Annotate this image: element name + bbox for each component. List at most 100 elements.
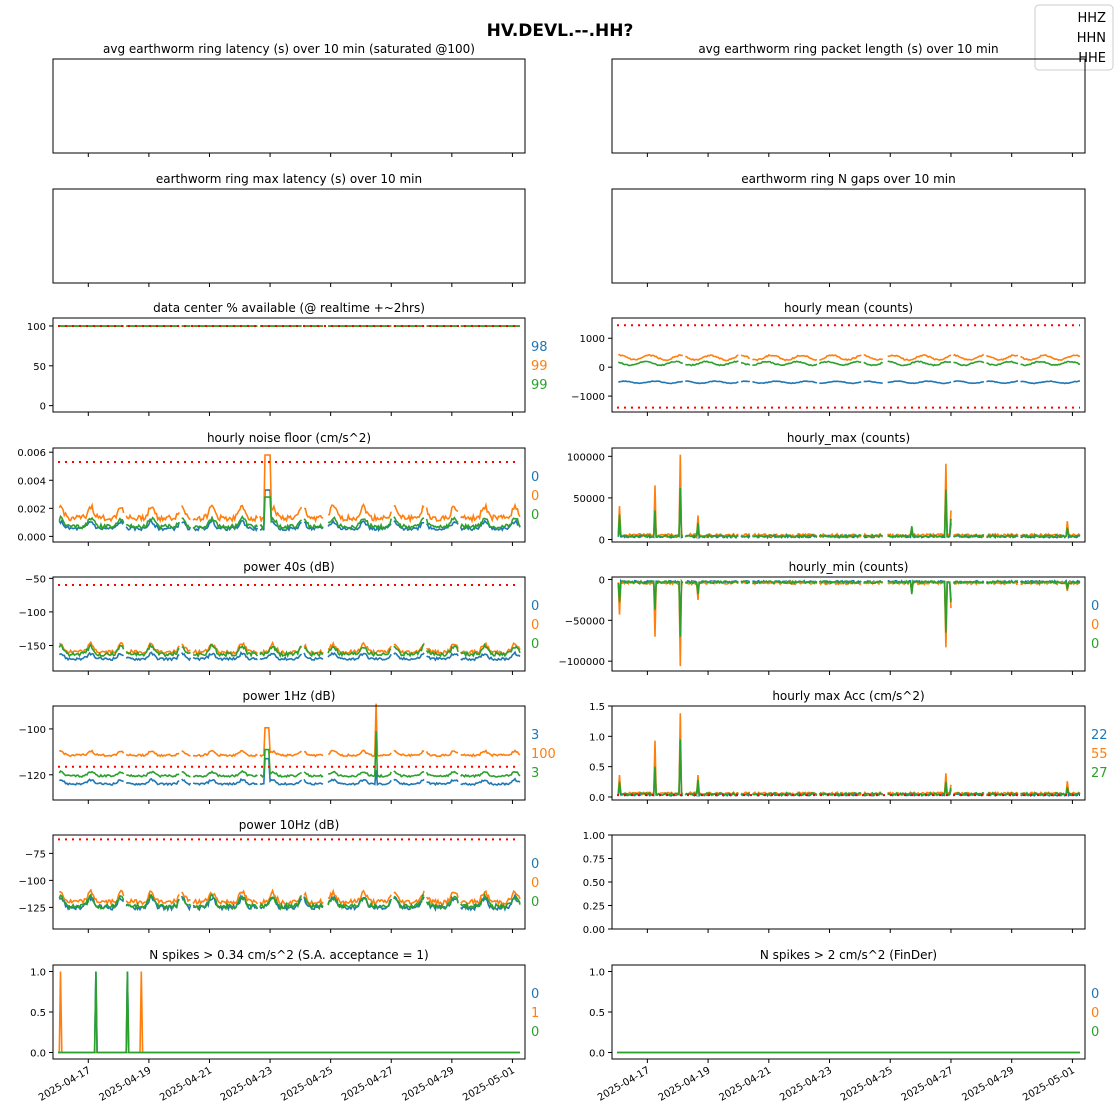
y-tick-label: 0.002 (17, 504, 46, 515)
stat-hhz: 0 (531, 987, 539, 1002)
series-line-hhe (617, 360, 1080, 367)
y-tick-label: 0.75 (583, 855, 605, 866)
stat-hhe: 0 (531, 637, 539, 652)
x-tick-label: 2025-04-23 (219, 1065, 275, 1104)
y-tick-label: −1000 (571, 392, 605, 403)
panel-hourly-mean: hourly mean (counts) 1000 0 −1000 (571, 301, 1086, 416)
x-tick-label: 2025-04-29 (960, 1065, 1016, 1104)
x-tick-label: 2025-04-29 (400, 1065, 456, 1104)
panel-title: avg earthworm ring latency (s) over 10 m… (103, 42, 475, 56)
x-tick-label: 2025-04-17 (37, 1065, 93, 1104)
y-tick-label: 0.5 (589, 763, 605, 774)
panel-hourly-max-acc: hourly max Acc (cm/s^2) 1.5 1.0 0.5 0.0 22 55 2… (589, 689, 1108, 804)
y-tick-label: −50 (25, 574, 46, 585)
panel-spikes-finder: N spikes > 2 cm/s^2 (FinDer) 1.0 0.5 0.0 202… (589, 948, 1099, 1104)
x-tick-label: 2025-04-27 (900, 1065, 956, 1104)
stat-hhz: 22 (1091, 728, 1108, 743)
panel-frame (611, 576, 1086, 672)
y-tick-label: 0 (599, 363, 605, 374)
panel-title: earthworm ring N gaps over 10 min (741, 172, 955, 186)
stat-hhn: 100 (531, 747, 556, 762)
series-line-hhz (59, 757, 521, 787)
panel-title: power 40s (dB) (243, 560, 334, 574)
stat-hhz: 0 (531, 470, 539, 485)
series-line-hhn (58, 888, 521, 907)
panel-power-40s: power 40s (dB) −50 −100 −150 0 0 0 (19, 560, 539, 675)
x-tick-label: 2025-05-01 (1021, 1065, 1077, 1104)
series-line-hhz (617, 489, 1081, 540)
panel-frame (611, 834, 1086, 930)
panel-frame (611, 317, 1086, 413)
panel-power-10hz: power 10Hz (dB) −75 −100 −125 0 0 0 (19, 818, 539, 933)
y-tick-label: 1.0 (589, 967, 605, 978)
x-tick-label: 2025-05-01 (461, 1065, 517, 1104)
y-tick-label: 100000 (567, 452, 605, 463)
panel-frame (52, 317, 526, 413)
stat-hhz: 3 (531, 728, 539, 743)
y-tick-label: 100 (27, 322, 46, 333)
series-line-hhn (617, 713, 1081, 798)
legend-box (1034, 4, 1114, 71)
y-tick-label: −100000 (558, 657, 605, 668)
x-tick-label: 2025-04-21 (158, 1065, 214, 1104)
series-line-hhe (58, 892, 521, 912)
stat-hhe: 3 (531, 766, 539, 781)
legend: HHZ HHN HHE (1034, 4, 1114, 71)
series-line-hhn (58, 454, 521, 524)
y-tick-label: 0 (599, 575, 605, 586)
y-tick-label: 0.00 (583, 925, 605, 936)
series-line-hhn (617, 454, 1081, 540)
legend-entry-hhz: HHZ (1078, 11, 1107, 26)
stat-hhe: 27 (1091, 766, 1108, 781)
y-tick-label: 0.004 (17, 476, 46, 487)
y-tick-label: 1.0 (589, 732, 605, 743)
panel-ring-packet: avg earthworm ring packet length (s) ove… (611, 42, 1086, 157)
stat-hhn: 0 (531, 489, 539, 504)
panel-title: hourly noise floor (cm/s^2) (207, 431, 371, 445)
panel-power-1hz: power 1Hz (dB) −100 −120 3 100 3 (19, 689, 556, 804)
panel-frame (52, 188, 526, 284)
stat-hhz: 98 (531, 340, 548, 355)
y-tick-label: 0.5 (589, 1008, 605, 1019)
panel-title: earthworm ring max latency (s) over 10 m… (156, 172, 422, 186)
y-tick-label: 1000 (580, 334, 605, 345)
y-tick-label: −120 (19, 771, 46, 782)
x-tick-label: 2025-04-21 (717, 1065, 773, 1104)
panel-ring-gaps: earthworm ring N gaps over 10 min (611, 172, 1086, 287)
stat-hhn: 0 (1091, 1006, 1099, 1021)
stat-hhn: 0 (1091, 618, 1099, 633)
series-line-hhz (617, 578, 1081, 629)
y-tick-label: 1.0 (30, 967, 46, 978)
stat-hhe: 0 (1091, 637, 1099, 652)
series-line-hhn (618, 353, 1081, 362)
panel-empty: 1.00 0.75 0.50 0.25 0.00 (583, 831, 1086, 936)
stat-hhz: 0 (1091, 599, 1099, 614)
panel-frame (611, 447, 1086, 543)
panel-frame (611, 58, 1086, 154)
y-tick-label: −100 (19, 725, 46, 736)
x-tick-label: 2025-04-19 (98, 1065, 154, 1104)
series-line-hhe (617, 487, 1081, 539)
y-tick-label: 0.0 (589, 793, 605, 804)
panel-frame (52, 705, 526, 801)
x-tick-label: 2025-04-27 (340, 1065, 396, 1104)
panel-frame (611, 705, 1086, 801)
panels: avg earthworm ring latency (s) over 10 m… (17, 42, 1107, 1104)
stat-hhn: 1 (531, 1006, 539, 1021)
stat-hhn: 0 (531, 618, 539, 633)
panel-frame (611, 964, 1086, 1060)
series-line-hhz (618, 380, 1080, 385)
panel-title: data center % available (@ realtime +~2h… (153, 301, 425, 315)
y-tick-label: −50000 (565, 616, 605, 627)
panel-frame (611, 188, 1086, 284)
stat-hhe: 0 (531, 508, 539, 523)
x-tick-label: 2025-04-23 (778, 1065, 834, 1104)
panel-title: N spikes > 0.34 cm/s^2 (S.A. acceptance … (149, 948, 428, 962)
stat-hhe: 99 (531, 378, 548, 393)
series-line-hhe (58, 496, 521, 531)
y-tick-label: −150 (19, 641, 46, 652)
x-tick-label: 2025-04-25 (279, 1065, 335, 1104)
series-line-hhz (58, 650, 521, 662)
panel-hourly-min: hourly_min (counts) 0 −50000 −100000 0 0 0 (558, 560, 1099, 675)
